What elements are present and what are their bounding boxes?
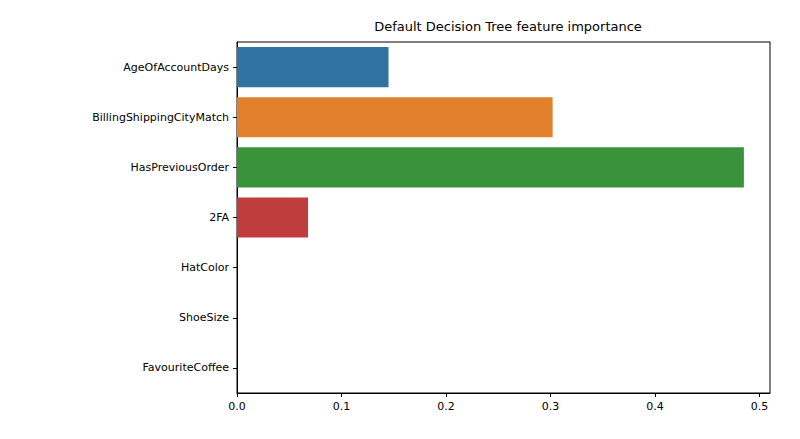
svg-text:0.0: 0.0	[228, 400, 246, 413]
svg-text:FavouriteCoffee: FavouriteCoffee	[143, 361, 230, 374]
svg-text:AgeOfAccountDays: AgeOfAccountDays	[123, 61, 229, 74]
svg-text:0.5: 0.5	[751, 400, 769, 413]
svg-text:BillingShippingCityMatch: BillingShippingCityMatch	[92, 111, 229, 124]
svg-text:HatColor: HatColor	[181, 261, 230, 274]
svg-text:2FA: 2FA	[209, 211, 229, 224]
svg-text:0.2: 0.2	[437, 400, 455, 413]
svg-text:HasPreviousOrder: HasPreviousOrder	[131, 161, 230, 174]
svg-text:0.4: 0.4	[646, 400, 664, 413]
svg-text:0.3: 0.3	[542, 400, 560, 413]
svg-text:Default Decision Tree feature: Default Decision Tree feature importance	[374, 19, 642, 34]
svg-text:0.1: 0.1	[333, 400, 351, 413]
svg-text:ShoeSize: ShoeSize	[179, 311, 229, 324]
